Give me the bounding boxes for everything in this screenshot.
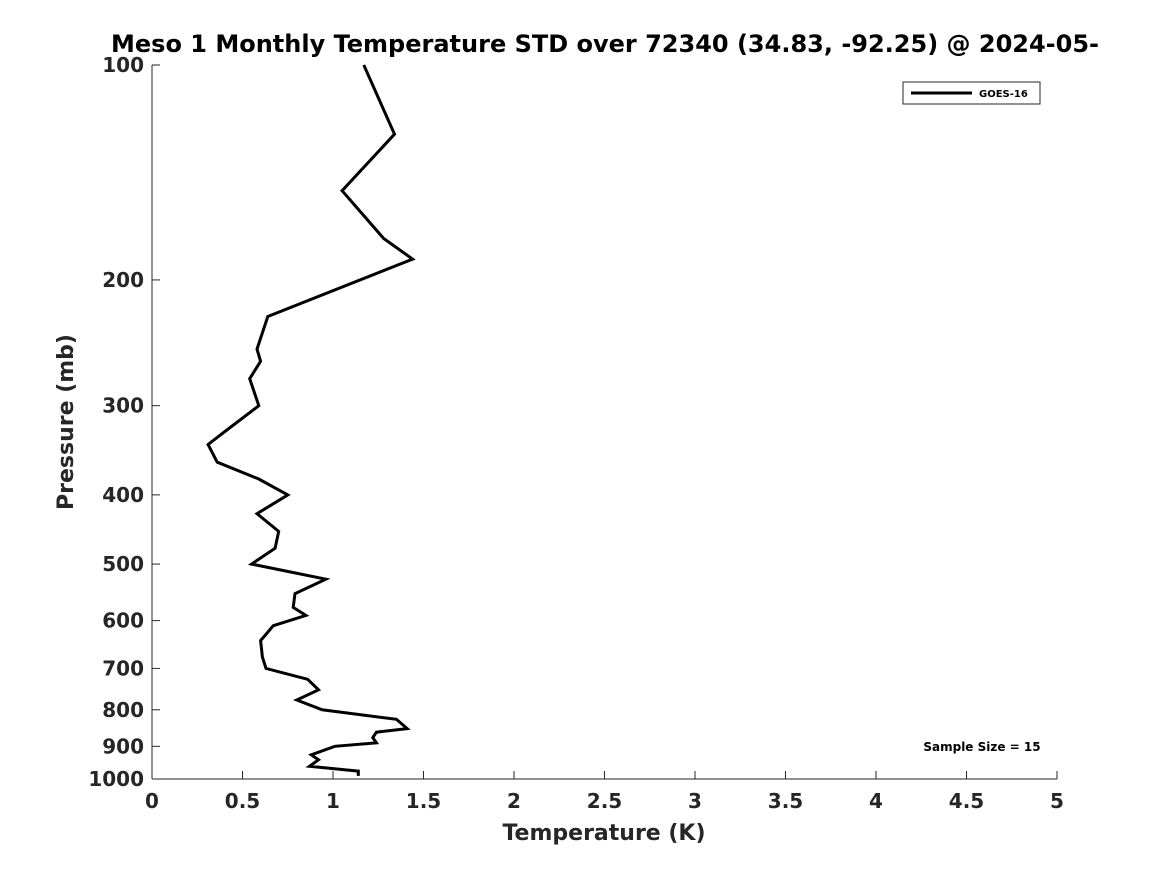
y-tick-label: 800 bbox=[102, 698, 144, 722]
x-tick-label: 4.5 bbox=[949, 789, 984, 813]
x-tick-label: 0.5 bbox=[225, 789, 260, 813]
x-tick-label: 5 bbox=[1050, 789, 1064, 813]
y-tick-label: 700 bbox=[102, 656, 144, 680]
y-tick-label: 100 bbox=[102, 53, 144, 77]
y-tick-label: 400 bbox=[102, 483, 144, 507]
x-tick-label: 1.5 bbox=[406, 789, 441, 813]
x-tick-label: 1 bbox=[326, 789, 340, 813]
x-tick-label: 2.5 bbox=[587, 789, 622, 813]
chart-title: Meso 1 Monthly Temperature STD over 7234… bbox=[111, 30, 1099, 58]
sample-size-annotation: Sample Size = 15 bbox=[923, 740, 1040, 754]
y-tick-label: 200 bbox=[102, 268, 144, 292]
plot-area: 0 0.5 1 1.5 2 2.5 3 3.5 4 4.5 5 100 200 300 400 500 600… bbox=[88, 53, 1064, 813]
x-tick-label: 4 bbox=[869, 789, 883, 813]
y-tick-label: 500 bbox=[102, 552, 144, 576]
series-line-goes-16 bbox=[206, 64, 416, 776]
x-tick-label: 3.5 bbox=[768, 789, 803, 813]
y-tick-label: 600 bbox=[102, 609, 144, 633]
legend-entry-goes-16: GOES-16 bbox=[979, 89, 1028, 100]
series-layer bbox=[206, 64, 416, 776]
legend: GOES-16 bbox=[902, 81, 1041, 105]
y-axis-label: Pressure (mb) bbox=[54, 334, 79, 510]
y-tick-label: 900 bbox=[102, 734, 144, 758]
x-tick-label: 2 bbox=[507, 789, 521, 813]
x-tick-label: 3 bbox=[688, 789, 702, 813]
y-tick-group: 100 200 300 400 500 600 700 800 900 1000 bbox=[88, 53, 160, 791]
y-tick-label: 1000 bbox=[88, 767, 144, 791]
x-axis-label: Temperature (K) bbox=[502, 821, 705, 846]
x-tick-group: 0 0.5 1 1.5 2 2.5 3 3.5 4 4.5 5 bbox=[145, 771, 1064, 813]
x-tick-label: 0 bbox=[145, 789, 159, 813]
y-tick-label: 300 bbox=[102, 394, 144, 418]
